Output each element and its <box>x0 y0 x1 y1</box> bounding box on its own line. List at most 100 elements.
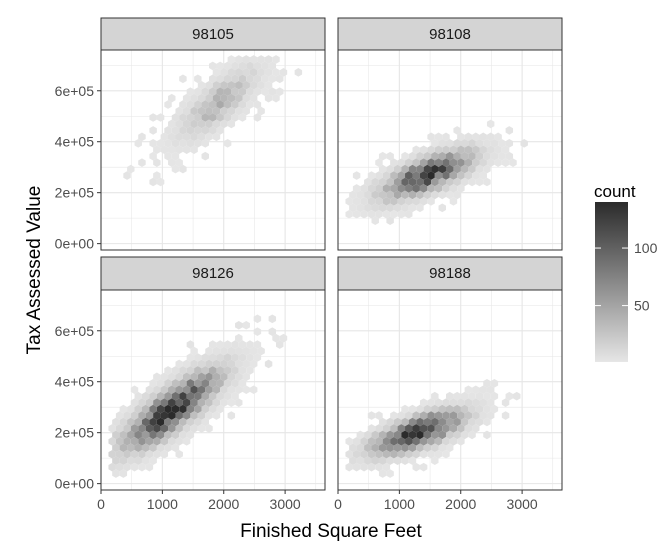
hex-bin <box>349 443 357 453</box>
hex-bin <box>212 411 221 420</box>
hex-bin <box>205 372 213 382</box>
hex-bin <box>360 437 368 446</box>
hex-bin <box>246 353 254 362</box>
hex-bin <box>175 132 183 142</box>
hex-bin <box>246 74 254 84</box>
hex-bin <box>201 87 209 96</box>
hex-bin <box>483 404 491 414</box>
hex-bin <box>423 443 432 453</box>
facet-panels: 98105 98108 98126 98188 <box>100 17 563 491</box>
hex-bin <box>364 443 372 453</box>
hex-bin <box>483 151 491 161</box>
hex-bin <box>138 449 146 459</box>
hex-bin <box>419 398 428 407</box>
hex-bin <box>160 449 169 459</box>
hex-bin <box>186 404 195 414</box>
hex-bin <box>367 411 376 420</box>
hex-bin <box>378 203 387 213</box>
hex-bin <box>479 171 487 180</box>
hex-bin <box>498 151 506 161</box>
hex-bin <box>168 158 176 167</box>
hex-bin <box>156 443 165 453</box>
hex-bin <box>149 456 157 465</box>
hex-bin <box>416 190 424 200</box>
hex-bin <box>272 68 280 77</box>
hex-bin <box>112 456 120 465</box>
legend-break-label: 100 <box>634 240 658 256</box>
hex-bin <box>194 74 202 84</box>
hex-bin <box>371 443 379 453</box>
hex-bin <box>412 449 420 459</box>
hex-bin <box>223 74 232 84</box>
hex-bin <box>231 379 239 388</box>
y-tick-label: 4e+05 <box>55 374 95 390</box>
hex-bin <box>168 398 176 407</box>
hex-bin <box>438 151 446 161</box>
hex-bin <box>442 424 450 433</box>
hex-bin <box>472 411 480 420</box>
hex-bin <box>434 398 443 407</box>
hex-bin <box>434 158 443 167</box>
hex-bin <box>182 385 191 395</box>
hex-bin <box>138 462 146 472</box>
hex-bin <box>153 158 161 167</box>
hex-bin <box>205 119 213 129</box>
hex-bin <box>171 391 180 401</box>
x-tick-label: 0 <box>334 496 342 512</box>
hex-bin <box>445 177 454 187</box>
hex-bin <box>501 145 510 155</box>
hex-bin <box>197 372 206 382</box>
x-tick-label: 0 <box>97 496 105 512</box>
hex-bin <box>145 411 154 420</box>
hex-bin <box>453 151 461 161</box>
x-tick-label: 2000 <box>445 496 476 512</box>
legend-title: count <box>594 182 636 201</box>
hex-bin <box>201 379 209 388</box>
hex-bin <box>153 424 161 433</box>
hex-bin <box>486 385 495 395</box>
hex-bin <box>153 449 161 459</box>
hex-bin <box>197 93 206 103</box>
hex-bin <box>246 61 254 71</box>
hex-bin <box>375 411 383 420</box>
hex-bin <box>423 404 432 414</box>
hex-bin <box>186 353 195 362</box>
hex-bin <box>345 437 353 446</box>
hex-bin <box>419 424 428 433</box>
hex-bin <box>486 411 495 420</box>
hex-bin <box>127 430 135 440</box>
hex-bin <box>419 145 428 155</box>
hex-bin <box>390 184 398 193</box>
hex-bin <box>378 417 387 427</box>
hex-bin <box>194 379 202 388</box>
hex-bin <box>141 456 150 465</box>
hex-bin <box>186 126 195 135</box>
hex-bin <box>367 171 376 180</box>
hex-bin <box>401 151 409 161</box>
hex-bin <box>468 391 476 401</box>
hex-bin <box>352 171 361 180</box>
hex-bin <box>145 462 154 472</box>
hex-bin <box>227 55 236 64</box>
hex-bin <box>486 158 495 167</box>
hex-bin <box>438 203 446 213</box>
hex-bin <box>438 190 446 200</box>
hex-bin <box>212 132 221 142</box>
y-tick-label: 0e+00 <box>55 476 95 492</box>
hex-bin <box>397 158 406 167</box>
hex-bin <box>205 424 213 433</box>
hex-bin <box>197 424 206 433</box>
hex-bin <box>264 93 273 103</box>
hex-bin <box>223 353 232 362</box>
hex-bin <box>216 113 224 122</box>
legend-colorbar <box>595 202 628 362</box>
hex-bin <box>175 145 183 155</box>
hex-bin <box>168 372 176 382</box>
hex-bin <box>397 184 406 193</box>
hex-bin <box>134 391 142 401</box>
hex-bin <box>127 164 135 174</box>
hex-bin <box>445 391 454 401</box>
hex-bin <box>401 417 409 427</box>
hex-bin <box>460 139 469 148</box>
hex-bin <box>438 404 446 414</box>
